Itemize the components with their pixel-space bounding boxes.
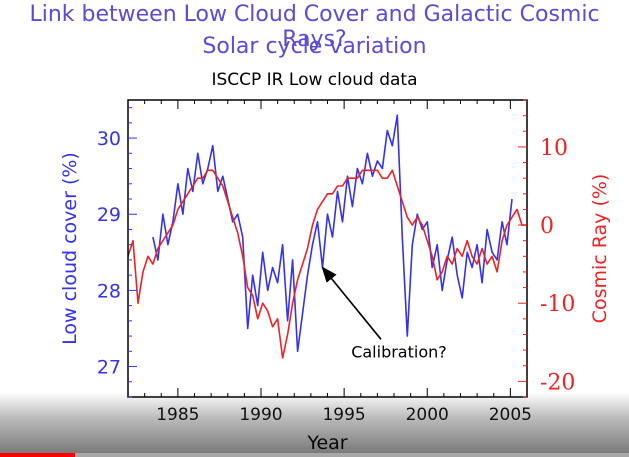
y-tick-label-right: -20 — [540, 370, 575, 395]
y-tick-label-left: 27 — [97, 357, 121, 379]
y-tick-label-left: 28 — [97, 280, 121, 302]
video-progress-bar[interactable] — [0, 453, 629, 457]
x-tick-label: 1995 — [322, 405, 365, 425]
series-line-low-cloud — [152, 114, 513, 353]
y-tick-label-left: 29 — [97, 204, 121, 226]
x-tick-label: 1990 — [239, 405, 282, 425]
plot-frame — [127, 99, 528, 398]
x-tick-label: 2000 — [406, 405, 449, 425]
annotation-arrow — [321, 266, 382, 340]
y-tick-label-right: 10 — [540, 136, 568, 161]
x-tick-label: 1985 — [156, 405, 199, 425]
slide-title: Link between Low Cloud Cover and Galacti… — [29, 2, 600, 52]
y-tick-label-right: -10 — [540, 292, 575, 317]
chart-title: ISCCP IR Low cloud data — [211, 70, 418, 90]
axis-layer: 1985 1990 1995 2000 2005 27 28 29 30 -20 -10 0 10 — [97, 99, 575, 425]
x-tick-label: 2005 — [489, 405, 532, 425]
video-progress-fill — [0, 453, 76, 457]
annotation-label: Calibration? — [351, 342, 447, 361]
series-layer — [127, 114, 527, 359]
y-tick-label-right: 0 — [540, 214, 554, 239]
slide-subtitle: Solar cycle variation — [202, 34, 427, 59]
y-axis-label-right: Cosmic Ray (%) — [589, 174, 611, 324]
y-axis-label-left: Low cloud cover (%) — [59, 152, 81, 345]
x-axis-label: Year — [306, 432, 347, 454]
y-tick-label-left: 30 — [97, 128, 121, 150]
series-line-cosmic-ray — [127, 169, 527, 359]
